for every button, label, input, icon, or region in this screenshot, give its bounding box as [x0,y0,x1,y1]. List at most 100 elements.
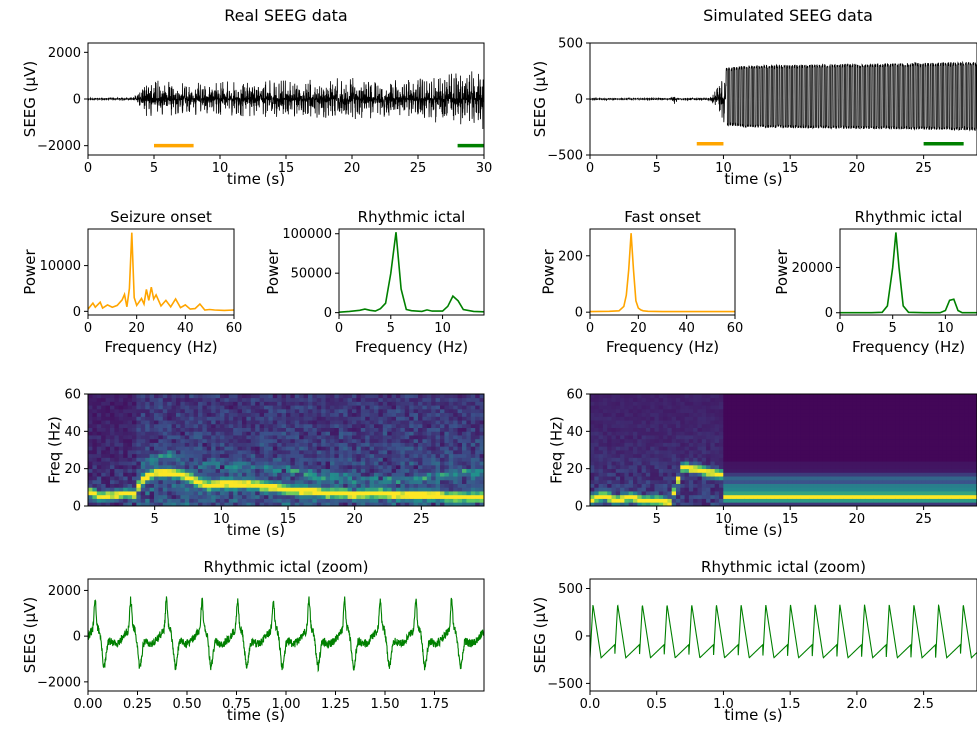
spectrogram-cell [167,408,172,414]
spectrogram-cell [145,479,150,484]
spectrogram-cell [316,435,322,440]
spectrogram-cell [620,498,625,503]
spectrogram-cell [475,416,480,421]
spectrogram-cell [766,442,771,447]
spectrogram-cell [101,457,106,462]
spectrogram-cell [154,464,159,470]
spectrogram-cell [740,397,746,402]
spectrogram-cell [658,494,664,499]
spectrogram-cell [404,408,410,414]
spectrogram-cell [387,453,392,458]
spectrogram-cell [88,401,93,406]
y-tick-label: 200 [558,249,583,264]
spectrogram-cell [198,498,203,503]
spectrogram-cell [92,491,98,496]
spectrogram-cell [779,416,784,421]
spectrogram-cell [242,450,247,455]
spectrogram-cell [719,476,724,481]
spectrogram-cell [740,457,746,462]
spectrogram-cell [714,423,720,428]
spectrogram-cell [796,442,802,447]
spectrogram-cell [149,427,155,432]
spectrogram-cell [607,479,612,484]
spectrogram-cell [809,502,814,507]
spectrogram-cell [448,476,454,481]
spectrogram-cell [409,394,414,399]
spectrogram-cell [255,394,260,399]
spectrogram-cell [316,453,322,458]
spectrogram-cell [246,457,252,462]
spectrogram-cell [809,450,814,455]
spectrogram-cell [762,416,767,421]
spectrogram-cell [800,442,806,447]
spectrogram-cell [753,461,759,466]
spectrogram-cell [312,442,318,447]
spectrogram-cell [757,494,763,499]
spectrogram-cell [409,450,414,455]
spectrogram-cell [895,446,900,451]
spectrogram-cell [136,435,142,440]
spectrogram-cell [321,412,326,417]
spectrogram-cell [891,412,896,417]
spectrogram-cell [176,450,181,455]
spectrogram-cell [706,446,711,451]
spectrogram-cell [167,487,172,492]
spectrogram-cell [800,487,806,492]
spectrogram-cell [676,408,681,414]
spectrogram-cell [693,427,698,432]
spectrogram-cell [667,461,673,466]
spectrogram-cell [822,397,827,402]
spectrogram-cell [779,446,784,451]
spectrogram-cell [796,498,802,503]
spectrogram-cell [835,498,840,503]
spectrogram-cell [162,420,168,425]
spectrogram-cell [654,491,660,496]
spectrogram-cell [667,468,673,473]
spectrogram-cell [374,401,379,406]
spectrogram-cell [136,502,142,507]
spectrogram-cell [466,401,472,406]
spectrogram-cell [744,472,750,477]
spectrogram-cell [303,442,309,447]
spectrogram-cell [860,412,866,417]
spectrogram-cell [250,461,256,466]
spectrogram-cell [246,472,252,477]
spectrogram-cell [343,502,348,507]
spectrogram-cell [598,487,604,492]
spectrogram-cell [891,468,896,473]
spectrogram-cell [431,408,436,414]
spectrogram-cell [706,412,711,417]
spectrogram-cell [132,494,137,499]
spectrogram-cell [448,420,454,425]
spectrogram-cell [602,457,608,462]
spectrogram-cell [723,408,728,414]
spectrogram-cell [308,446,313,451]
spectrogram-cell [220,416,225,421]
spectrogram-cell [400,431,406,436]
spectrogram-cell [338,450,344,455]
spectrogram-cell [615,491,621,496]
spectrogram-cell [440,408,445,414]
y-tick-label: 0 [324,306,332,321]
spectrogram-cell [766,483,771,488]
spectrogram-cell [264,408,269,414]
spectrogram-cell [462,438,467,443]
spectrogram-cell [731,438,737,443]
spectrogram-cell [440,453,445,458]
spectrogram-cell [308,408,313,414]
spectrogram-cell [658,408,664,414]
spectrogram-cell [714,487,720,492]
spectrogram-cell [444,502,450,507]
spectrogram-cell [731,412,737,417]
spectrogram-cell [641,464,647,470]
spectrogram-cell [886,397,892,402]
spectrogram-cell [654,405,660,410]
spectrogram-cell [645,405,651,410]
spectrogram-cell [475,427,480,432]
spectrogram-cell [378,435,384,440]
spectrogram-cell [149,464,155,470]
spectrogram-cell [440,416,445,421]
spectrogram-cell [878,420,883,425]
spectrogram-cell [140,446,146,451]
spectrogram-cell [211,483,216,488]
